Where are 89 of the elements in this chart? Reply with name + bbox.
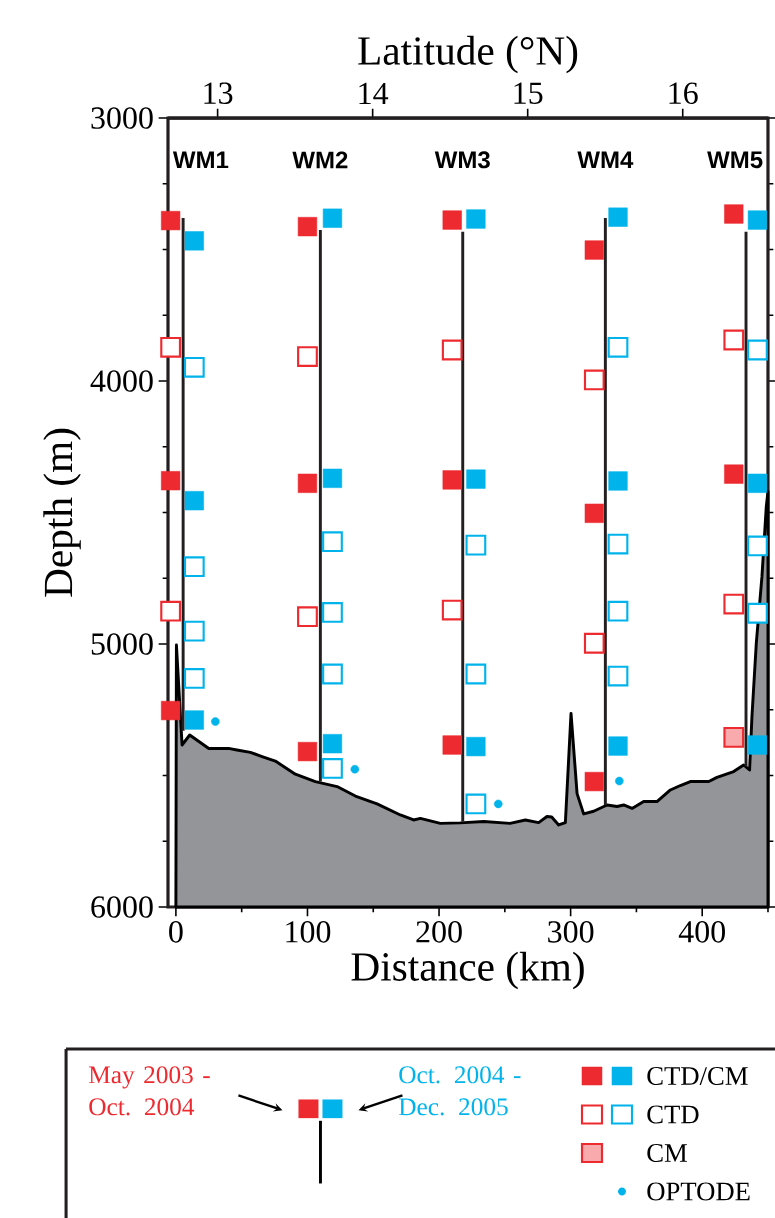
point (465, 663, 487, 685)
point (184, 231, 204, 251)
point (297, 346, 318, 367)
annotation: WM2 (292, 151, 348, 169)
point (615, 776, 624, 786)
point (607, 533, 629, 555)
x2-tick-label: 13 (204, 82, 233, 104)
y-axis-title: Depth (m) (43, 428, 81, 597)
point (350, 764, 360, 774)
point (322, 531, 343, 553)
legend-label: CM (647, 1144, 687, 1162)
legend-label: OPTODE (647, 1182, 750, 1201)
point (161, 471, 181, 491)
x-axis-title: Distance (km) (351, 951, 584, 990)
point (183, 356, 205, 378)
point (322, 602, 343, 623)
point (583, 632, 605, 654)
x-tick-label: 200 (416, 921, 462, 943)
x2-tick-label: 14 (359, 82, 389, 104)
point (183, 668, 205, 689)
point (184, 491, 204, 511)
point (723, 726, 745, 748)
point (747, 339, 768, 361)
annotation: WM4 (577, 151, 634, 169)
x2-tick-label: 16 (669, 82, 698, 104)
legend-label: CTD/CM (647, 1067, 748, 1085)
x-tick-label: 100 (286, 921, 331, 943)
text: May 2003 - Oct. 2004 (89, 1066, 210, 1116)
legend-label: CTD (647, 1105, 699, 1124)
point (608, 736, 628, 756)
point (466, 736, 486, 757)
point (183, 620, 205, 642)
point (584, 240, 604, 260)
point (160, 600, 182, 622)
point (584, 503, 604, 523)
point (583, 369, 605, 391)
point (161, 210, 181, 231)
point (442, 470, 462, 490)
point (297, 217, 318, 237)
point (493, 799, 503, 809)
point (441, 339, 463, 361)
point (747, 473, 768, 493)
point (465, 534, 487, 556)
point (442, 210, 462, 230)
point (466, 209, 486, 229)
point (608, 207, 628, 227)
point (322, 663, 343, 685)
x2-tick-label: 15 (514, 82, 543, 104)
x-tick-label: 0 (169, 921, 183, 943)
x2-axis-title: Latitude (°N) (358, 35, 578, 74)
point (442, 735, 462, 755)
point (724, 464, 744, 484)
point (297, 741, 318, 762)
point (322, 208, 343, 228)
point (161, 700, 181, 721)
point (584, 771, 604, 792)
point (607, 600, 629, 622)
point (723, 329, 745, 351)
point (747, 735, 768, 755)
point (466, 469, 486, 489)
point (747, 602, 768, 624)
point (465, 793, 487, 815)
y-tick-label: 3000 (91, 107, 153, 129)
annotation: WM3 (434, 151, 490, 169)
point (183, 556, 205, 578)
y-tick-label: 5000 (91, 633, 153, 655)
point (184, 710, 204, 730)
point (723, 593, 745, 615)
point (297, 473, 318, 493)
x-tick-label: 300 (548, 921, 594, 943)
point (747, 535, 768, 557)
point (607, 665, 629, 687)
y-tick-label: 4000 (90, 370, 153, 392)
point (608, 471, 628, 491)
point (297, 606, 318, 628)
point (441, 599, 463, 621)
point (322, 758, 343, 779)
point (607, 336, 629, 358)
point (747, 210, 768, 230)
point (211, 717, 220, 726)
point (724, 204, 744, 224)
point (322, 468, 343, 488)
annotation: WM1 (172, 151, 229, 169)
annotation: WM5 (707, 151, 763, 169)
text: Oct. 2004 - Dec. 2005 (398, 1066, 521, 1116)
x-tick-label: 400 (678, 921, 725, 943)
point (160, 336, 182, 358)
y-tick-label: 6000 (91, 896, 153, 918)
point (322, 734, 343, 754)
